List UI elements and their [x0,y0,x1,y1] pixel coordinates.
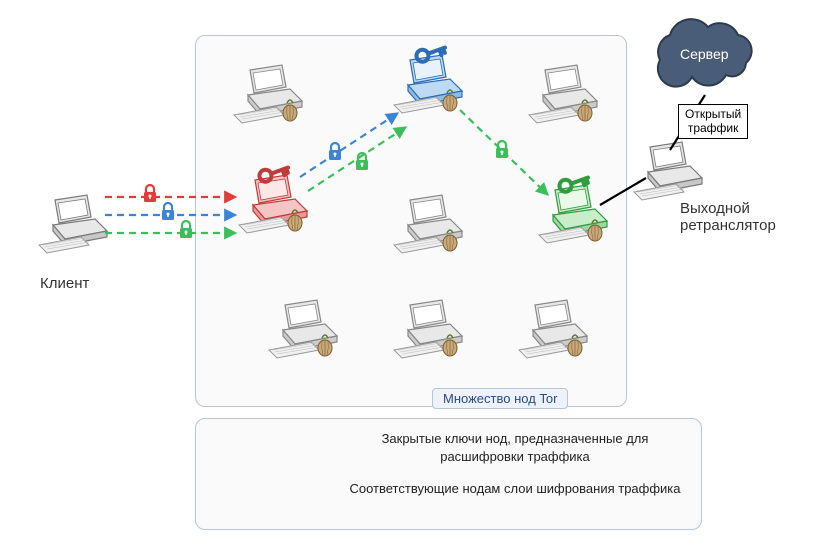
tor-node [394,300,462,358]
lock-icon [144,185,156,202]
lock-icon [162,203,174,220]
exit-relay-computer [634,142,702,200]
tor-node-green [539,172,607,243]
legend-keys-text: Закрытые ключи нод, предназначенные для … [345,430,685,466]
lock-icon [180,221,192,238]
open-traffic-label: Открытый траффик [678,104,748,139]
lock-icon [329,143,341,160]
tor-node [394,195,462,253]
tor-node-red [239,162,307,233]
tor-node [269,300,337,358]
server-label: Сервер [680,46,729,62]
client-computer [39,195,107,253]
exit-relay-label: Выходной ретранслятор [680,200,776,234]
lock-icon [496,141,508,158]
tor-node [519,300,587,358]
legend-locks-text: Соответствующие нодам слои шифрования тр… [345,480,685,498]
client-label: Клиент [40,275,89,292]
tor-node [529,65,597,123]
tor-node-blue [394,42,462,113]
tor-node [234,65,302,123]
path-blue [300,113,398,177]
